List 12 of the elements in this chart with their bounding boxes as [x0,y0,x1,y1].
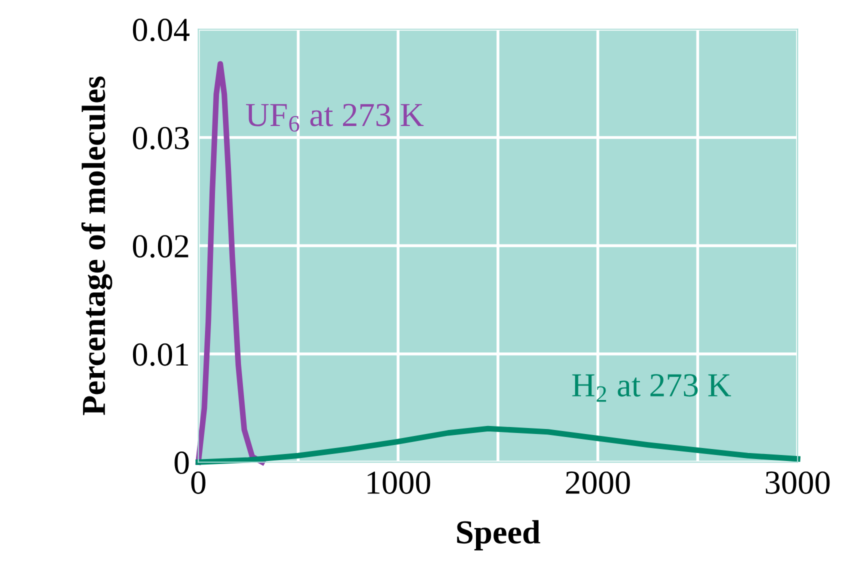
y-tick-label: 0.04 [132,18,190,42]
y-axis-title: Percentage of molecules [81,76,112,416]
x-axis-title: Speed [457,520,540,550]
x-tick-label: 3000 [766,471,830,494]
y-tick-label: 0 [174,452,189,474]
y-tick-label: 0.02 [132,235,188,258]
y-tick-label: 0.03 [132,126,189,150]
x-tick-label: 0 [191,471,206,494]
x-tick-label: 1000 [368,471,430,494]
series-label: H$_{2}$ at 273 K [572,374,732,402]
y-tick-label: 0.01 [132,343,188,366]
x-tick-label: 2000 [566,471,630,494]
